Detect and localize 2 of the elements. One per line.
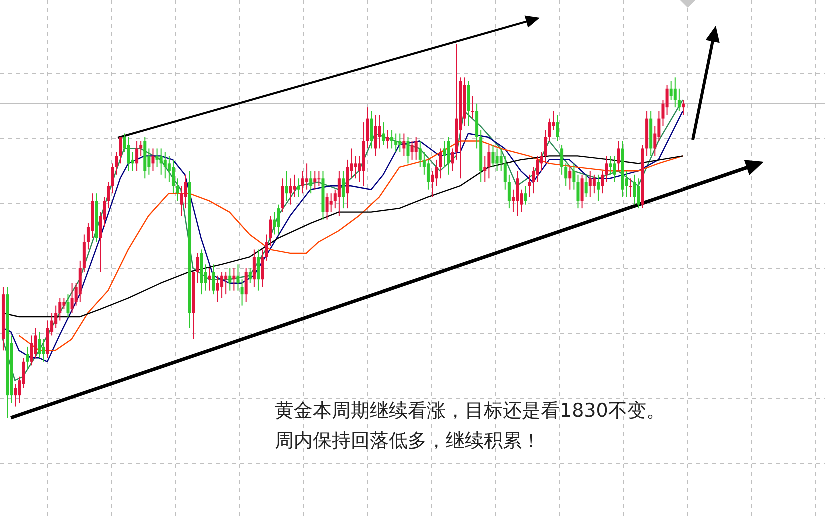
annotation: 黄金本周期继续看涨，目标还是看1830不变。	[275, 399, 666, 424]
text: 周内保持回落低多，继续积累！	[275, 429, 541, 454]
